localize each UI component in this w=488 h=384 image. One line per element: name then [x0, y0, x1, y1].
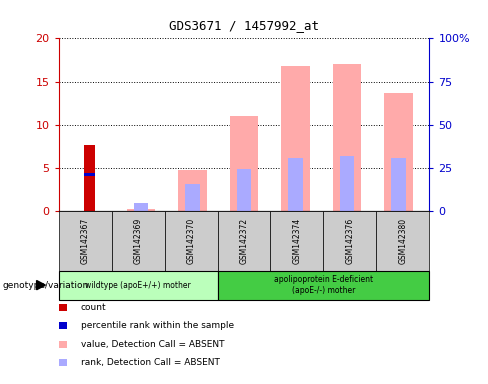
- Bar: [84, 145, 95, 211]
- Text: apolipoprotein E-deficient
(apoE-/-) mother: apolipoprotein E-deficient (apoE-/-) mot…: [274, 275, 373, 295]
- Text: GSM142380: GSM142380: [398, 218, 407, 264]
- Bar: [127, 209, 155, 211]
- Bar: [134, 203, 148, 211]
- Bar: [385, 93, 413, 211]
- Text: GSM142369: GSM142369: [134, 218, 142, 264]
- Text: GSM142372: GSM142372: [240, 218, 248, 264]
- Bar: [185, 184, 200, 211]
- Text: genotype/variation: genotype/variation: [2, 281, 89, 290]
- Bar: [282, 66, 310, 211]
- Text: wildtype (apoE+/+) mother: wildtype (apoE+/+) mother: [85, 281, 191, 290]
- Text: count: count: [81, 303, 106, 312]
- Text: GSM142376: GSM142376: [346, 218, 354, 264]
- Bar: [84, 172, 95, 175]
- Text: value, Detection Call = ABSENT: value, Detection Call = ABSENT: [81, 339, 224, 349]
- Bar: [237, 169, 251, 211]
- Bar: [333, 64, 361, 211]
- Bar: [340, 156, 354, 211]
- Text: GSM142370: GSM142370: [186, 218, 196, 264]
- Bar: [178, 170, 206, 211]
- Text: rank, Detection Call = ABSENT: rank, Detection Call = ABSENT: [81, 358, 220, 367]
- Text: GDS3671 / 1457992_at: GDS3671 / 1457992_at: [169, 19, 319, 32]
- Text: GSM142374: GSM142374: [292, 218, 302, 264]
- Text: GSM142367: GSM142367: [81, 218, 90, 264]
- Bar: [230, 116, 258, 211]
- Bar: [288, 157, 303, 211]
- Text: percentile rank within the sample: percentile rank within the sample: [81, 321, 234, 330]
- Bar: [391, 157, 406, 211]
